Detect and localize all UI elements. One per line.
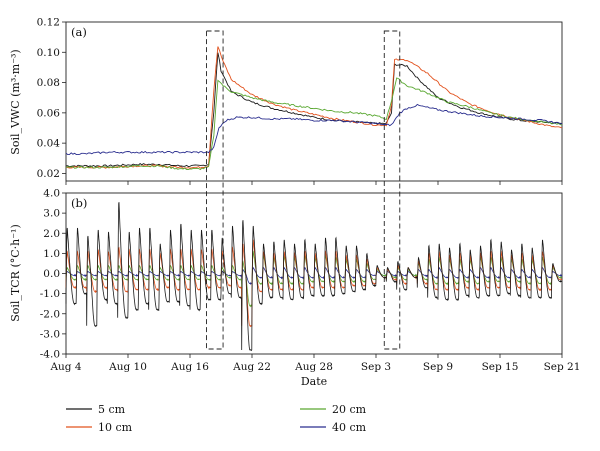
panel-b-y-axis-label: Soil_TCR (°C·h⁻¹) bbox=[9, 224, 22, 322]
panel-b-y-tick-label: 2.0 bbox=[43, 228, 60, 240]
x-tick-label: Sep 21 bbox=[544, 361, 581, 373]
x-tick-label: Aug 10 bbox=[108, 361, 147, 373]
legend-label-10cm: 10 cm bbox=[98, 421, 133, 434]
panel-a-vwc: 0.02 0.04 0.06 0.08 0.10 0.12 (a) Soil_VWC (m… bbox=[9, 17, 563, 182]
highlight-boxes bbox=[206, 30, 401, 350]
rain-event-highlight-box bbox=[206, 30, 224, 350]
panel-a-y-axis-label: Soil_VWC (m³·m⁻³) bbox=[9, 49, 22, 154]
panel-b-y-tick-label: 3.0 bbox=[43, 208, 60, 220]
panel-a-y-tick-label: 0.02 bbox=[37, 168, 60, 180]
panel-b-y-tick-label: -3.0 bbox=[40, 328, 60, 340]
x-tick-label: Sep 9 bbox=[423, 361, 453, 373]
vwc-line-20cm bbox=[65, 77, 563, 171]
panel-b-label: (b) bbox=[71, 196, 87, 210]
rain-event-highlight-box bbox=[383, 30, 401, 350]
panel-a-series-group bbox=[65, 46, 563, 171]
vwc-line-40cm bbox=[65, 103, 563, 156]
tcr-line-5cm bbox=[65, 202, 563, 352]
legend-label-5cm: 5 cm bbox=[98, 403, 126, 416]
panel-a-y-ticks: 0.02 0.04 0.06 0.08 0.10 0.12 bbox=[37, 17, 66, 180]
panel-a-y-tick-label: 0.06 bbox=[37, 107, 61, 119]
panel-b-y-tick-label: 4.0 bbox=[43, 188, 60, 200]
panel-b-series-group bbox=[65, 202, 563, 352]
x-axis-label: Date bbox=[301, 375, 327, 388]
panel-a-y-tick-label: 0.08 bbox=[37, 77, 60, 89]
legend-label-20cm: 20 cm bbox=[332, 403, 367, 416]
panel-a-y-tick-label: 0.04 bbox=[37, 138, 61, 150]
x-tick-label: Aug 22 bbox=[232, 361, 271, 373]
panel-b-tcr: -4.0 -3.0 -2.0 -1.0 0.0 1.0 2.0 3.0 4.0 (b) Soil… bbox=[9, 188, 563, 361]
panel-b-y-ticks: -4.0 -3.0 -2.0 -1.0 0.0 1.0 2.0 3.0 4.0 bbox=[40, 188, 66, 361]
panel-a-y-tick-label: 0.10 bbox=[37, 47, 60, 59]
x-axis-ticks: Aug 4 Aug 10 Aug 16 Aug 22 Aug 28 Sep 3 Sep 9 S… bbox=[49, 181, 580, 373]
panel-b-y-tick-label: 0.0 bbox=[43, 268, 60, 280]
panel-b-y-tick-label: -1.0 bbox=[40, 288, 60, 300]
legend: 5 cm 20 cm 10 cm 40 cm bbox=[66, 403, 367, 434]
x-tick-label: Aug 16 bbox=[170, 361, 209, 373]
x-tick-label: Sep 15 bbox=[482, 361, 519, 373]
panel-b-y-tick-label: 1.0 bbox=[43, 248, 60, 260]
panel-b-y-tick-label: -4.0 bbox=[40, 349, 60, 361]
panel-b-y-tick-label: -2.0 bbox=[40, 308, 60, 320]
x-tick-label: Aug 28 bbox=[294, 361, 333, 373]
panel-a-frame bbox=[65, 21, 563, 182]
panel-a-label: (a) bbox=[71, 25, 87, 39]
vwc-line-10cm bbox=[65, 46, 563, 169]
panel-a-y-tick-label: 0.12 bbox=[37, 17, 60, 29]
x-tick-label: Sep 3 bbox=[361, 361, 391, 373]
legend-label-40cm: 40 cm bbox=[332, 421, 367, 434]
vwc-line-5cm bbox=[65, 52, 563, 168]
x-tick-label: Aug 4 bbox=[49, 361, 81, 373]
